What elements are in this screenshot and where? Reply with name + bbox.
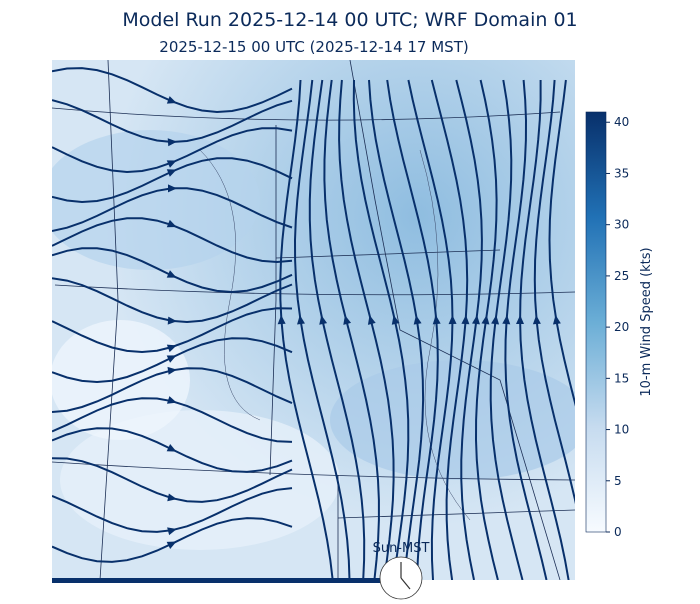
arrowhead: [166, 169, 177, 177]
streamline: [504, 79, 548, 580]
streamline: [533, 79, 575, 505]
streamline: [489, 79, 524, 580]
arrowhead: [391, 315, 400, 325]
arrowhead: [167, 138, 177, 147]
arrowhead: [166, 355, 177, 363]
arrowhead: [167, 184, 177, 193]
arrowhead: [167, 366, 177, 375]
progress-bar: [52, 578, 380, 583]
colorbar-tick-label: 5: [614, 474, 622, 488]
streamline: [293, 79, 351, 580]
colorbar-tick-label: 0: [614, 525, 622, 539]
arrowhead: [432, 315, 441, 325]
streamline: [407, 79, 454, 580]
streamline: [279, 79, 334, 580]
clock-label: Sun-MST: [373, 541, 430, 556]
colorbar-tick-label: 20: [614, 320, 629, 334]
title: Model Run 2025-12-14 00 UTC; WRF Domain …: [122, 9, 577, 31]
clock-hand: [400, 577, 411, 590]
colorbar: 10-m Wind Speed (kts) 0 5 10 15 20 25 30 35 40: [585, 111, 654, 539]
streamline: [519, 80, 570, 580]
arrowhead: [516, 315, 525, 325]
arrowhead: [167, 493, 177, 502]
streamline: [548, 79, 575, 407]
streamline: [455, 79, 483, 580]
colorbar-tick-label: 35: [614, 166, 629, 180]
colorbar-tick-label: 15: [614, 371, 629, 385]
streamline: [386, 79, 439, 580]
arrowhead: [277, 315, 286, 325]
arrowhead: [552, 315, 561, 325]
arrowhead: [472, 315, 480, 325]
arrowhead: [532, 315, 541, 325]
arrowhead: [166, 270, 177, 278]
arrowhead: [491, 315, 500, 325]
arrowhead: [343, 315, 352, 325]
colorbar-tick-label: 25: [614, 269, 629, 283]
colorbar-tick-label: 10: [614, 423, 629, 437]
colorbar-scale: [585, 111, 607, 533]
map: [52, 60, 575, 580]
streamline: [338, 79, 395, 580]
arrowhead: [166, 444, 177, 452]
arrowhead: [461, 315, 470, 325]
arrowhead: [319, 315, 328, 325]
streamline: [430, 79, 469, 580]
arrowhead: [167, 527, 177, 536]
subtitle: 2025-12-15 00 UTC (2025-12-14 17 MST): [159, 38, 468, 56]
streamline: [474, 79, 499, 580]
streamline: [368, 79, 425, 580]
streamline: [352, 79, 410, 580]
arrowhead: [166, 541, 177, 550]
arrowhead: [166, 344, 177, 353]
colorbar-tick-label: 30: [614, 218, 629, 232]
arrowhead: [367, 315, 376, 325]
arrowhead: [448, 315, 457, 325]
arrowhead: [167, 316, 177, 325]
arrowhead: [502, 315, 511, 325]
arrowhead: [413, 315, 422, 325]
arrowhead: [166, 396, 177, 404]
arrowhead: [166, 96, 177, 104]
arrowhead: [166, 219, 177, 228]
arrowhead: [481, 315, 490, 325]
streamline: [308, 79, 366, 580]
colorbar-label: 10-m Wind Speed (kts): [639, 247, 654, 396]
streamline: [323, 79, 380, 580]
colorbar-tick-label: 40: [614, 115, 629, 129]
arrowhead: [166, 160, 177, 168]
arrowhead: [297, 315, 305, 325]
